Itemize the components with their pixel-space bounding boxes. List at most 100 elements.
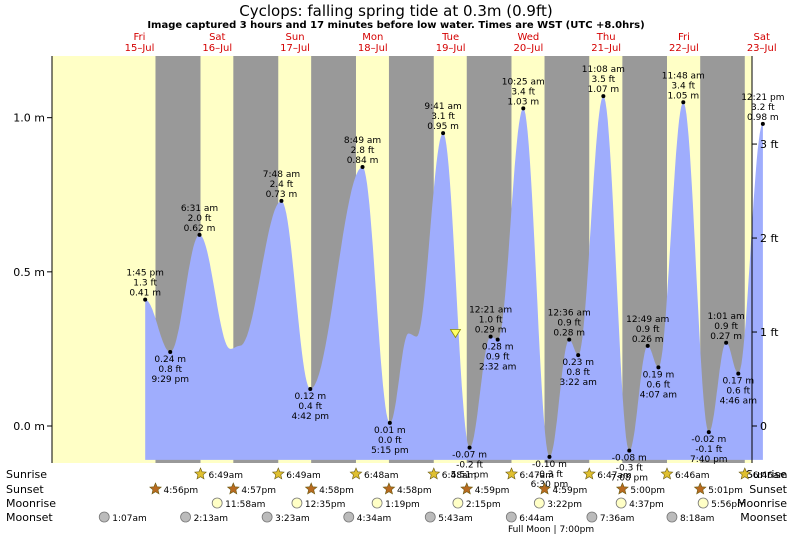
tide-label-line: 0.28 m — [553, 329, 585, 339]
day-of-week: Sun — [286, 32, 305, 43]
sun-star-icon — [271, 467, 285, 480]
moon-icon — [291, 497, 303, 509]
tide-label-line: 9:29 pm — [151, 375, 189, 385]
tide-label-line: 3.1 ft — [431, 112, 455, 122]
day-date: 19–Jul — [436, 43, 466, 54]
moon-icon — [533, 497, 545, 509]
day-date: 20–Jul — [513, 43, 543, 54]
events-panel — [52, 463, 752, 528]
sun-star-icon — [427, 467, 441, 480]
high-tide-point — [488, 334, 493, 339]
moonset-time: 6:44am — [519, 514, 554, 524]
sun-star-icon — [349, 467, 363, 480]
tide-label-line: 0.62 m — [184, 224, 216, 234]
moonrise-time: 1:19pm — [385, 500, 420, 510]
sunset-time: 4:58pm — [397, 486, 432, 496]
high-tide-label: 1:45 pm1.3 ft0.41 m — [126, 269, 164, 299]
tide-label-line: 6:31 am — [181, 204, 218, 214]
low-tide-point — [467, 445, 472, 450]
tide-label-line: 0.01 m — [374, 426, 406, 436]
tide-label-line: 1:45 pm — [126, 269, 164, 279]
sunset-row-label-left: Sunset — [6, 483, 44, 496]
day-of-week: Wed — [517, 32, 539, 43]
low-tide-point — [706, 430, 711, 435]
low-tide-point — [495, 337, 500, 342]
day-of-week: Thu — [596, 32, 616, 43]
high-tide-point — [567, 337, 572, 342]
tide-label-line: 3.5 ft — [591, 75, 615, 85]
sunset-time: 5:01pm — [708, 486, 743, 496]
tide-label-line: 0.8 ft — [158, 365, 182, 375]
tide-label-line: 0.6 ft — [726, 387, 750, 397]
day-date: 16–Jul — [202, 43, 232, 54]
moonrise-time: 5:56pm — [711, 500, 746, 510]
tide-label-line: 5:15 pm — [371, 446, 409, 456]
high-tide-label: 10:25 am3.4 ft1.03 m — [502, 77, 545, 107]
day-date: 21–Jul — [591, 43, 621, 54]
tide-label-line: 7:08 pm — [610, 474, 648, 484]
moonrise-time: 3:22pm — [547, 500, 582, 510]
moonrise-time: 11:58am — [225, 500, 265, 510]
tide-label-line: 3.2 ft — [751, 103, 775, 113]
low-tide-label: -0.07 m-0.2 ft5:51 pm — [451, 451, 489, 481]
low-tide-label: 0.17 m0.6 ft4:46 am — [720, 377, 757, 407]
tide-label-line: 1:01 am — [707, 312, 744, 322]
moonset-time: 3:23am — [275, 514, 310, 524]
sunrise-row-label-right: Sunrise — [746, 468, 787, 481]
low-tide-label: -0.02 m-0.1 ft7:40 pm — [690, 435, 728, 465]
sunrise-time: 6:48am — [364, 471, 399, 481]
tide-label-line: 0.0 ft — [378, 436, 402, 446]
sunrise-time: 6:49am — [208, 471, 243, 481]
high-tide-point — [645, 343, 650, 348]
moon-icon — [98, 511, 110, 523]
tide-label-line: -0.3 ft — [536, 470, 563, 480]
moonrise-row-label-right: Moonrise — [737, 497, 787, 510]
high-tide-point — [197, 232, 202, 237]
tide-label-line: 2.0 ft — [188, 214, 212, 224]
day-of-week: Fri — [134, 32, 146, 43]
tide-label-line: 0.26 m — [632, 335, 664, 345]
chart-subtitle: Image captured 3 hours and 17 minutes be… — [147, 20, 644, 31]
moonrise-row-label-left: Moonrise — [6, 497, 56, 510]
tide-label-line: 2.8 ft — [351, 146, 375, 156]
low-tide-point — [736, 371, 741, 376]
tide-label-line: 0.95 m — [427, 122, 459, 132]
moon-icon — [343, 511, 355, 523]
tide-label-line: 8:49 am — [344, 136, 381, 146]
moonset-time: 4:34am — [357, 514, 392, 524]
high-tide-point — [279, 198, 284, 203]
sunrise-time: 6:48am — [442, 471, 477, 481]
tide-label-line: 1.3 ft — [133, 279, 157, 289]
tide-label-line: 0.9 ft — [636, 325, 660, 335]
axes: 0.0 m 0.5 m 1.0 m 0 1 ft 2 ft 3 ft — [13, 56, 779, 463]
high-tide-point — [601, 94, 606, 99]
low-tide-point — [627, 448, 632, 453]
tide-label-line: 3.4 ft — [671, 81, 695, 91]
tide-label-line: 2.4 ft — [270, 180, 294, 190]
tide-label-line: 0.8 ft — [566, 368, 590, 378]
current-level-marker — [449, 329, 462, 339]
tide-label-line: 9:41 am — [424, 102, 461, 112]
day-of-week: Tue — [441, 32, 459, 43]
right-tick-label: 3 ft — [760, 138, 779, 151]
sunset-time: 5:00pm — [630, 486, 665, 496]
tide-label-line: -0.1 ft — [695, 445, 722, 455]
tide-label-line: 0.98 m — [747, 113, 779, 123]
high-tide-label: 12:21 pm3.2 ft0.98 m — [741, 93, 784, 123]
tide-label-line: -0.2 ft — [456, 461, 483, 471]
tide-label-line: -0.10 m — [532, 460, 567, 470]
tide-label-line: 0.9 ft — [557, 319, 581, 329]
low-tide-point — [656, 365, 661, 370]
sunrise-time: 6:47am — [597, 471, 632, 481]
moonset-time: 5:43am — [438, 514, 473, 524]
tide-label-line: 0.84 m — [347, 156, 379, 166]
moonset-row-label-right: Moonset — [740, 511, 787, 524]
tide-label-line: 0.73 m — [266, 190, 298, 200]
moon-icon — [586, 511, 598, 523]
